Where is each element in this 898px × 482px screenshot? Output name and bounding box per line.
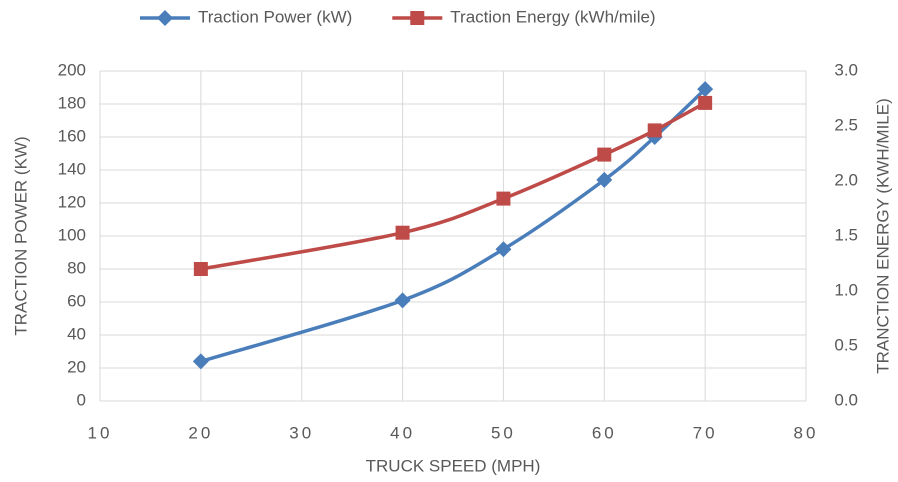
y-tick-label: 200 bbox=[58, 60, 86, 79]
y-tick-label: 120 bbox=[58, 192, 86, 211]
y-axis-label: TRACTION POWER (KW) bbox=[11, 136, 30, 335]
y2-tick-label: 1.0 bbox=[834, 280, 858, 299]
x-tick-label: 60 bbox=[592, 423, 617, 442]
y-tick-label: 80 bbox=[67, 258, 86, 277]
series-line bbox=[200, 87, 707, 364]
y-tick-label: 40 bbox=[67, 324, 86, 343]
y2-tick-label: 0.0 bbox=[834, 390, 858, 409]
x-tick-label: 10 bbox=[88, 423, 113, 442]
data-point bbox=[697, 81, 714, 98]
data-point bbox=[193, 262, 208, 276]
series-line bbox=[200, 101, 706, 271]
data-point bbox=[192, 353, 209, 370]
y-tick-label: 160 bbox=[58, 126, 86, 145]
legend-marker bbox=[157, 10, 173, 26]
y2-tick-label: 2.5 bbox=[834, 115, 858, 134]
data-point bbox=[647, 123, 662, 138]
x-tick-label: 40 bbox=[390, 423, 415, 442]
data-point bbox=[394, 292, 411, 309]
y2-tick-label: 1.5 bbox=[834, 225, 858, 244]
legend-label: Traction Energy (kWh/mile) bbox=[450, 7, 655, 26]
y-tick-label: 180 bbox=[58, 93, 86, 112]
y-tick-label: 0 bbox=[77, 390, 86, 409]
x-tick-label: 50 bbox=[491, 423, 516, 442]
y-tick-label: 60 bbox=[67, 291, 86, 310]
data-point bbox=[496, 191, 511, 206]
x-tick-label: 20 bbox=[188, 423, 213, 442]
x-tick-label: 80 bbox=[794, 423, 819, 442]
y-tick-label: 140 bbox=[58, 159, 86, 178]
y2-tick-label: 2.0 bbox=[834, 170, 858, 189]
y-tick-label: 100 bbox=[58, 225, 86, 244]
y2-tick-label: 3.0 bbox=[834, 60, 858, 79]
data-point bbox=[698, 95, 713, 110]
y2-axis-label: TRANCTION ENERGY (KWH/MILE) bbox=[873, 98, 892, 373]
data-point bbox=[596, 171, 613, 188]
data-point bbox=[597, 147, 612, 162]
y2-tick-label: 0.5 bbox=[834, 335, 858, 354]
y-tick-label: 20 bbox=[67, 357, 86, 376]
legend-marker bbox=[410, 11, 425, 25]
data-point bbox=[495, 241, 512, 258]
data-point bbox=[395, 225, 410, 240]
x-tick-label: 70 bbox=[693, 423, 718, 442]
x-axis-label: TRUCK SPEED (MPH) bbox=[366, 456, 541, 475]
legend-label: Traction Power (kW) bbox=[198, 7, 352, 26]
x-tick-label: 30 bbox=[289, 423, 314, 442]
